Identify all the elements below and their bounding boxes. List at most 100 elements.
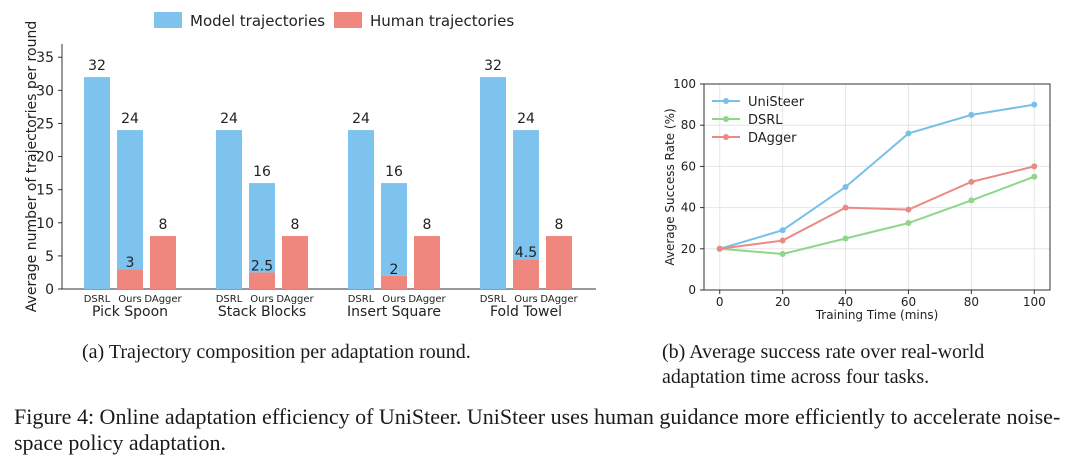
legend-model-swatch (154, 12, 182, 28)
legend-human-swatch (334, 12, 362, 28)
y-tick-label: 25 (36, 116, 54, 132)
legend-human-label: Human trajectories (370, 12, 514, 30)
y-tick-label: 5 (45, 249, 54, 265)
bar-value-label: 24 (220, 111, 238, 127)
series-point (1031, 173, 1038, 180)
y-axis-label: Average number of trajectories per round (24, 21, 40, 312)
series-point (842, 204, 849, 211)
bar-human (249, 272, 275, 289)
human-value-label: 2 (390, 262, 399, 278)
group-label: Fold Towel (490, 304, 562, 320)
series-line (719, 175, 1035, 255)
caption-a: (a) Trajectory composition per adaptatio… (82, 341, 471, 363)
series-line (719, 165, 1035, 250)
bar-human (150, 236, 176, 289)
y-tick-label: 35 (36, 50, 54, 66)
group-label: Insert Square (347, 304, 441, 320)
plot-frame (703, 83, 1051, 291)
bar-human (381, 275, 407, 289)
bar-human (546, 236, 572, 289)
bar-value-label: 8 (291, 217, 300, 233)
x-tick-label: 80 (964, 295, 979, 309)
method-label: Ours (514, 294, 538, 305)
bar-human (282, 236, 308, 289)
x-tick-label: 20 (775, 295, 790, 309)
bar-model (348, 130, 374, 289)
y-tick-label: 0 (45, 282, 54, 298)
bar-value-label: 8 (555, 217, 564, 233)
caption-b-line2: adaptation time across four tasks. (662, 366, 930, 388)
legend-label: DAgger (748, 131, 797, 146)
y-tick-label: 60 (681, 159, 696, 173)
figure-caption: Figure 4: Online adaptation efficiency o… (14, 404, 1061, 455)
series-point (779, 250, 786, 257)
bar-model (117, 130, 143, 270)
y-tick-label: 20 (36, 150, 54, 166)
series-line (719, 103, 1035, 250)
method-label: Ours (382, 294, 406, 305)
x-tick-label: 100 (1023, 295, 1046, 309)
bar-model (513, 130, 539, 260)
bar-value-label: 16 (385, 164, 403, 180)
bar-human (117, 269, 143, 289)
bar-model (216, 130, 242, 289)
legend-marker (723, 116, 729, 122)
method-label: DSRL (480, 294, 507, 305)
line-chart: 0 20 40 60 80 100 0 20 40 60 80 100 Training Time (m… (663, 77, 1051, 322)
method-label: DSRL (84, 294, 111, 305)
series-point (1031, 163, 1038, 170)
y-tick-label: 15 (36, 183, 54, 199)
legend-marker (723, 134, 729, 140)
human-value-label: 2.5 (251, 258, 273, 274)
series-point (905, 206, 912, 213)
y-tick-label: 30 (36, 83, 54, 99)
y-tick-label: 40 (681, 201, 696, 215)
legend-label: UniSteer (748, 95, 805, 110)
y-tick-label: 20 (681, 242, 696, 256)
x-axis-label: Training Time (mins) (815, 308, 939, 322)
group-label: Pick Spoon (92, 304, 168, 320)
method-label: DAgger (276, 294, 314, 305)
method-label: Ours (118, 294, 142, 305)
method-label: DAgger (540, 294, 578, 305)
group-label: Stack Blocks (218, 304, 306, 320)
series-point (779, 227, 786, 234)
bar-model (249, 183, 275, 273)
series-point (842, 184, 849, 190)
bar-value-label: 32 (484, 58, 502, 74)
series-point (968, 197, 975, 204)
bar-model (84, 77, 110, 289)
caption-b-line1: (b) Average success rate over real-world (662, 341, 985, 363)
legend-a: Model trajectories Human trajectories (154, 12, 514, 30)
method-label: DAgger (144, 294, 182, 305)
human-value-label: 3 (126, 255, 135, 271)
method-label: DSRL (216, 294, 243, 305)
legend-label: DSRL (748, 113, 783, 128)
series-point (905, 130, 912, 137)
bar-human (513, 259, 539, 289)
x-tick-label: 60 (901, 295, 916, 309)
human-value-label: 4.5 (515, 245, 537, 261)
series-point (842, 235, 849, 242)
y-axis-label: Average Success Rate (%) (663, 108, 677, 265)
bar-value-label: 24 (352, 111, 370, 127)
y-tick-label: 100 (673, 77, 696, 91)
series-point (716, 245, 723, 252)
y-tick-label: 10 (36, 216, 54, 232)
y-tick-label: 80 (681, 118, 696, 132)
bar-value-label: 24 (517, 111, 535, 127)
bar-value-label: 16 (253, 164, 271, 180)
series-point (968, 111, 975, 118)
bar-value-label: 24 (121, 111, 139, 127)
bar-model (480, 77, 506, 289)
x-tick-label: 40 (838, 295, 853, 309)
method-label: DAgger (408, 294, 446, 305)
series-point (968, 178, 975, 185)
bar-value-label: 8 (423, 217, 432, 233)
bar-human (414, 236, 440, 289)
series-point (1031, 101, 1038, 108)
bar-model (381, 183, 407, 276)
method-label: DSRL (348, 294, 375, 305)
